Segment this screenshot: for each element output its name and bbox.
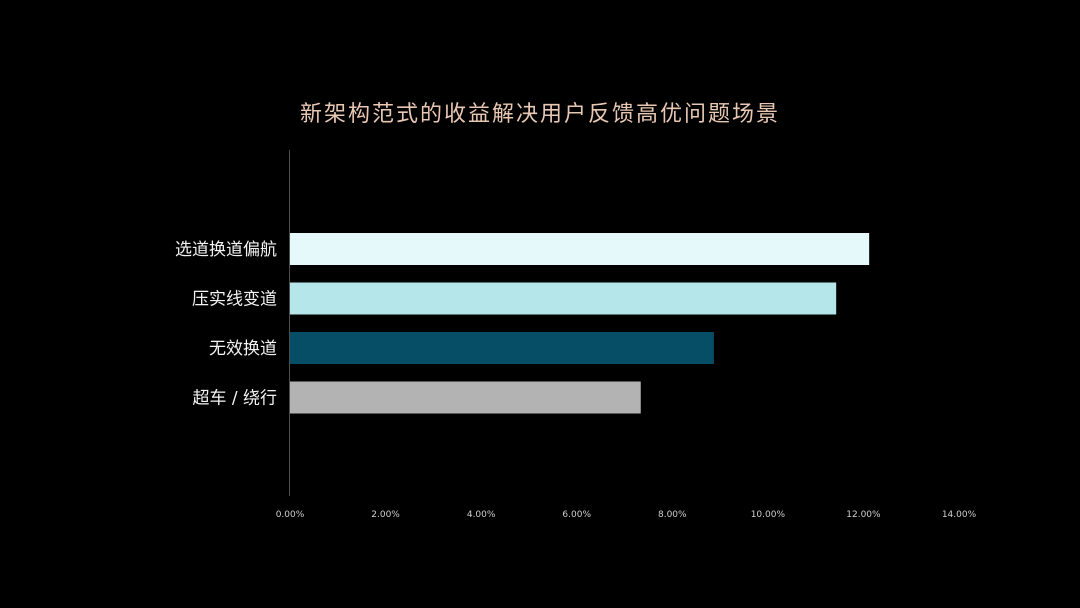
x-tick-label-6: 12.00% [846,510,881,520]
category-label-1: 选道换道偏航 [175,240,277,260]
x-tick-label-5: 10.00% [751,510,786,520]
bar-1 [290,233,870,265]
bar-3 [290,332,714,364]
bar-2 [290,282,837,315]
x-tick-label-7: 14.00% [942,510,977,520]
x-tick-label-3: 6.00% [562,510,591,520]
x-tick-label-1: 2.00% [371,510,400,520]
category-label-4: 超车 / 绕行 [192,389,277,409]
chart-title: 新架构范式的收益解决用户反馈高优问题场景 [299,102,780,127]
category-label-3: 无效换道 [209,339,277,359]
x-tick-label-2: 4.00% [467,510,496,520]
bar-4 [290,381,641,414]
x-tick-label-0: 0.00% [276,510,305,520]
x-tick-label-4: 8.00% [658,510,687,520]
category-label-2: 压实线变道 [192,290,277,310]
